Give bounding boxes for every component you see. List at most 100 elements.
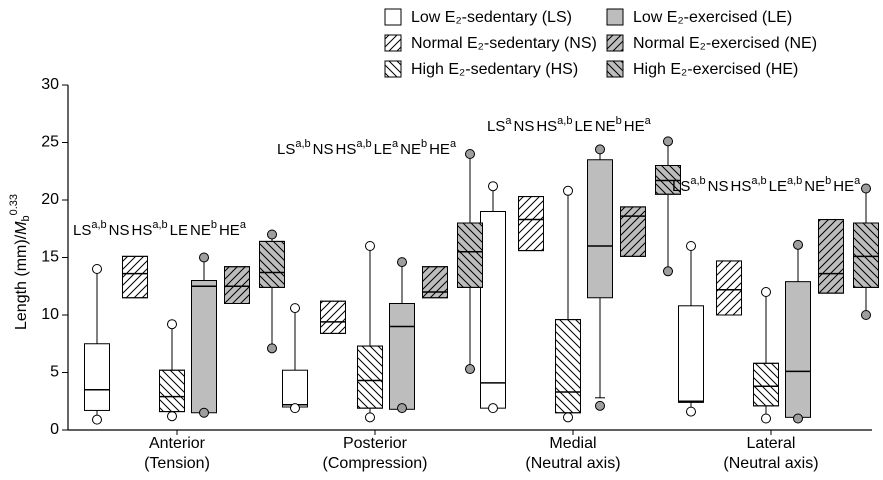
box xyxy=(191,280,217,414)
box-hatch xyxy=(518,196,544,252)
box xyxy=(587,159,613,299)
flier xyxy=(267,343,277,354)
annotation-label: LE xyxy=(574,118,592,135)
annotation-sup: a xyxy=(505,115,512,127)
annotation-label: HE xyxy=(833,178,854,195)
annotation-sup: a,b xyxy=(690,175,705,187)
flier xyxy=(595,400,605,411)
box-hatch xyxy=(320,300,346,334)
x-tick-label: Medial xyxy=(549,435,596,452)
flier xyxy=(365,241,375,251)
annotation-sup: a,b xyxy=(557,115,572,127)
annotation-label: NS xyxy=(313,141,334,158)
annotation-sup: a xyxy=(240,219,247,231)
y-tick-label: 10 xyxy=(41,306,59,323)
annotation-label: HS xyxy=(731,178,752,195)
box-hatch xyxy=(853,222,879,288)
annotation-sup: a,b xyxy=(787,175,802,187)
annotation: LSa NS HSa,b LE NEb HEa xyxy=(487,115,652,135)
annotation-label: HE xyxy=(624,118,645,135)
x-tick-label: Posterior xyxy=(343,435,408,452)
legend-label: Low E₂-exercised (LE) xyxy=(633,9,792,26)
flier xyxy=(167,411,177,422)
box-hatch xyxy=(620,206,646,257)
box-hatch xyxy=(224,266,250,305)
annotation-label: HS xyxy=(132,222,153,239)
x-tick-label: (Compression) xyxy=(323,455,428,472)
annotation-sup: a,b xyxy=(356,138,371,150)
flier xyxy=(465,364,475,375)
annotation-sup: a,b xyxy=(91,219,106,231)
box xyxy=(389,303,415,410)
annotation-sup: a xyxy=(392,138,399,150)
box-hatch xyxy=(357,345,383,409)
annotation-label: LS xyxy=(73,222,91,239)
annotation-label: HE xyxy=(219,222,240,239)
box-hatch xyxy=(753,362,779,407)
y-tick-label: 25 xyxy=(41,134,59,151)
annotation-label: LE xyxy=(769,178,787,195)
flier xyxy=(199,252,209,263)
annotation: LSa,b NS HSa,b LEa,b NEb HEa xyxy=(672,175,861,195)
annotation-label: LS xyxy=(277,141,295,158)
annotation-label: NS xyxy=(708,178,729,195)
flier xyxy=(663,136,673,147)
y-tick-label: 0 xyxy=(50,421,59,438)
flier xyxy=(92,264,102,274)
box-hatch xyxy=(818,219,844,294)
flier xyxy=(563,185,573,196)
legend-swatch xyxy=(384,8,402,26)
legend-label: Normal E₂-exercised (NE) xyxy=(633,35,817,52)
box xyxy=(480,211,506,409)
annotation-label: LS xyxy=(672,178,690,195)
flier xyxy=(663,266,673,277)
y-axis-label: Length (mm)/Mb0.33 xyxy=(8,194,32,330)
annotation-sup: a,b xyxy=(751,175,766,187)
box-hatch xyxy=(716,260,742,316)
flier xyxy=(563,412,573,423)
annotation-sup: b xyxy=(616,115,622,127)
annotation-sup: b xyxy=(421,138,427,150)
legend-label: High E₂-sedentary (HS) xyxy=(411,61,578,78)
annotation-sup: a,b xyxy=(295,138,310,150)
x-tick-label: (Neutral axis) xyxy=(723,455,818,472)
box-hatch xyxy=(122,255,148,299)
flier xyxy=(92,414,102,425)
annotation-sup: a,b xyxy=(152,219,167,231)
y-tick-label: 5 xyxy=(50,364,59,381)
box-hatch xyxy=(555,319,581,414)
annotation-label: LS xyxy=(487,118,505,135)
flier xyxy=(167,319,177,330)
box-hatch xyxy=(422,266,448,299)
annotation-label: NE xyxy=(400,141,421,158)
annotation: LSa,b NS HSa,b LEa NEb HEa xyxy=(277,138,457,158)
flier xyxy=(290,403,300,414)
flier xyxy=(397,403,407,414)
flier xyxy=(365,412,375,423)
legend-hatch xyxy=(606,60,624,78)
flier xyxy=(861,310,871,320)
annotation-sup: b xyxy=(211,219,217,231)
box-hatch xyxy=(159,369,185,413)
annotation-label: NE xyxy=(190,222,211,239)
annotation-sup: b xyxy=(825,175,831,187)
flier xyxy=(761,413,771,424)
flier xyxy=(267,229,277,240)
x-tick-label: (Neutral axis) xyxy=(525,455,620,472)
flier xyxy=(488,181,498,192)
y-tick-label: 30 xyxy=(41,76,59,93)
annotation-label: LE xyxy=(170,222,188,239)
flier xyxy=(686,241,696,251)
flier xyxy=(465,149,475,159)
legend-hatch xyxy=(384,34,402,52)
annotation-sup: a xyxy=(645,115,652,127)
flier xyxy=(290,303,300,314)
legend-hatch xyxy=(606,34,624,52)
box xyxy=(785,281,811,418)
box-hatch xyxy=(457,222,483,288)
y-tick-label: 20 xyxy=(41,191,59,208)
box-hatch xyxy=(259,240,285,288)
annotation-label: NS xyxy=(109,222,130,239)
y-tick-label: 15 xyxy=(41,249,59,266)
annotation-label: HE xyxy=(429,141,450,158)
